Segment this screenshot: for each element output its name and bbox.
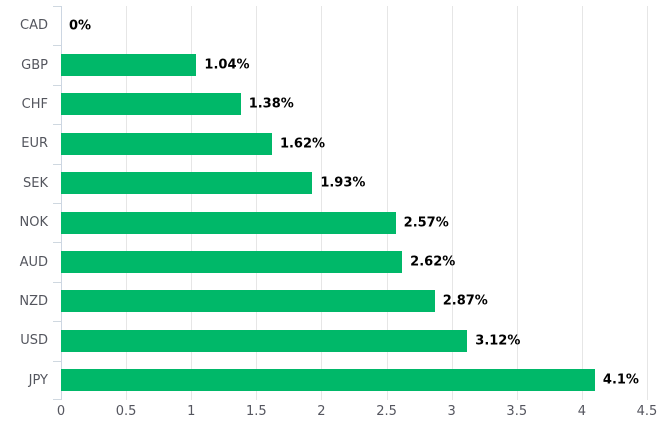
bar-row-gbp: 1.04% — [61, 45, 647, 84]
x-tick-label-0.5: 0.5 — [115, 404, 137, 419]
value-label-aud: 2.62% — [410, 254, 456, 270]
bar-row-jpy: 4.1% — [61, 361, 647, 400]
category-tick — [53, 124, 61, 126]
value-label-sek: 1.93% — [320, 175, 366, 191]
value-label-nok: 2.57% — [403, 215, 449, 231]
category-axis-ticks — [53, 6, 61, 400]
category-tick — [53, 163, 61, 165]
bar-chf — [61, 93, 241, 116]
category-label-eur: EUR — [21, 136, 48, 152]
value-label-eur: 1.62% — [279, 136, 326, 152]
gridline — [256, 6, 258, 400]
x-tick-label-2.5: 2.5 — [376, 404, 397, 419]
x-tick-label-1: 1 — [187, 404, 196, 419]
category-label-gbp: GBP — [21, 57, 48, 73]
value-label-jpy: 4.1% — [602, 372, 639, 388]
value-label-gbp: 1.04% — [204, 57, 250, 73]
bar-aud — [61, 251, 403, 274]
x-tick-label-2: 2 — [317, 404, 326, 419]
gridline — [191, 6, 193, 400]
gridline — [581, 6, 583, 400]
bar-usd — [61, 329, 468, 352]
value-label-usd: 3.12% — [475, 333, 521, 349]
x-tick-label-1.5: 1.5 — [245, 404, 267, 419]
bar-row-nok: 2.57% — [61, 203, 647, 242]
bar-sek — [61, 172, 313, 195]
value-label-cad: 0% — [69, 18, 92, 34]
category-tick — [53, 242, 61, 244]
category-label-aud: AUD — [19, 254, 48, 270]
category-tick — [53, 84, 61, 86]
gridline — [451, 6, 453, 400]
bar-eur — [61, 132, 272, 155]
bar-row-aud: 2.62% — [61, 242, 647, 281]
x-tick-label-3.5: 3.5 — [506, 404, 528, 419]
value-axis-labels: 0 0.5 1 1.5 2 2.5 3 3.5 4 4.5 — [57, 404, 657, 422]
x-tick-label-3: 3 — [447, 404, 456, 419]
category-label-cad: CAD — [20, 18, 48, 34]
category-label-nzd: NZD — [19, 293, 48, 309]
bar-nok — [61, 211, 396, 234]
gridline — [386, 6, 388, 400]
bar-row-sek: 1.93% — [61, 164, 647, 203]
category-axis-labels: CAD GBP CHF EUR SEK NOK AUD NZD USD JPY — [0, 6, 48, 400]
gridline — [321, 6, 323, 400]
bar-jpy — [61, 369, 595, 392]
value-label-chf: 1.38% — [248, 96, 294, 112]
category-tick — [53, 45, 61, 47]
gridline — [647, 6, 648, 400]
y-axis-line — [61, 6, 62, 400]
category-tick — [53, 281, 61, 283]
bar-row-usd: 3.12% — [61, 321, 647, 360]
category-label-jpy: JPY — [28, 372, 48, 388]
category-tick — [53, 360, 61, 362]
x-tick-label-0: 0 — [56, 404, 66, 419]
gridline — [126, 6, 128, 400]
category-label-usd: USD — [20, 333, 48, 349]
value-label-nzd: 2.87% — [442, 293, 488, 309]
category-label-nok: NOK — [19, 215, 48, 231]
category-tick — [53, 6, 61, 7]
bar-nzd — [61, 290, 435, 313]
category-tick — [53, 321, 61, 323]
plot-area: 0% 1.04% 1.38% 1.62% 1.93% 2.57% 2.62% 2.87% 3.1… — [61, 6, 648, 400]
category-tick — [53, 203, 61, 204]
category-label-chf: CHF — [21, 96, 48, 112]
x-tick-label-4.5: 4.5 — [636, 404, 657, 419]
bar-row-cad: 0% — [61, 6, 647, 45]
gridline — [516, 6, 518, 400]
x-tick-label-4: 4 — [577, 404, 587, 419]
bar-row-chf: 1.38% — [61, 85, 647, 124]
bar-row-eur: 1.62% — [61, 124, 647, 163]
bar-row-nzd: 2.87% — [61, 282, 647, 321]
category-label-sek: SEK — [23, 175, 48, 191]
category-tick — [53, 399, 61, 400]
bar-gbp — [61, 54, 197, 77]
